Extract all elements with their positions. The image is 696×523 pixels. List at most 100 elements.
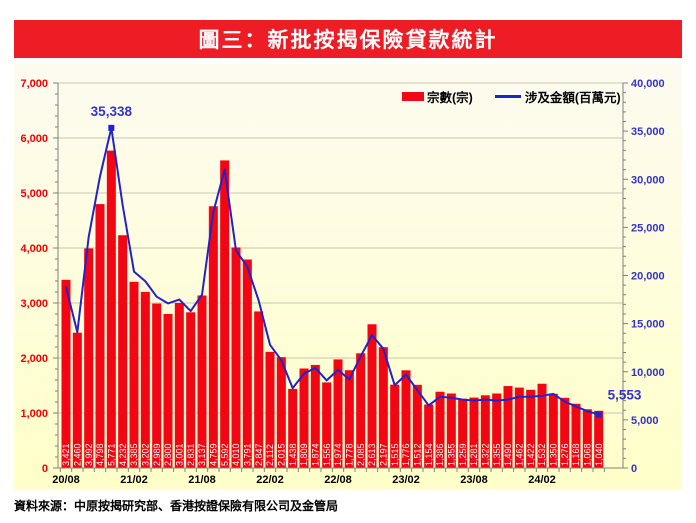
bar-value-label: 5,592 — [220, 443, 230, 466]
right-axis: 0 5,000 10,000 15,000 20,000 25,000 30,000 35,0… — [623, 78, 665, 475]
bar-23/07 — [458, 398, 468, 468]
bar-22/07 — [322, 382, 332, 468]
bar-value-label: 1,490 — [503, 443, 513, 466]
bar-value-label: 1,350 — [549, 443, 559, 466]
bar-21/07 — [186, 312, 196, 468]
bar-value-label: 4,010 — [231, 443, 241, 466]
bar-23/05 — [435, 391, 445, 468]
bar-24/03 — [548, 393, 558, 468]
bar-23/09 — [480, 395, 490, 468]
bar-value-label: 3,421 — [61, 443, 71, 466]
bar-value-label: 1,154 — [424, 443, 434, 466]
bar-22/11 — [367, 324, 377, 468]
bar-value-label: 1,778 — [345, 443, 355, 466]
bar-value-label: 2,613 — [367, 443, 377, 466]
bar-24/01 — [526, 389, 536, 468]
chart-title-bar: 圖三：新批按揭保險貸款統計 — [14, 20, 682, 58]
gridlines — [58, 82, 623, 414]
bar-value-label: 3,992 — [84, 443, 94, 466]
x-axis-label-20/08: 20/08 — [52, 474, 80, 486]
bar-20/11 — [95, 204, 105, 469]
bar-23/06 — [446, 393, 456, 468]
bar-value-label: 1,355 — [447, 443, 457, 466]
left-axis-label: 3,000 — [20, 298, 48, 310]
bar-23/12 — [514, 387, 524, 468]
left-axis: 0 1,000 2,000 3,000 4,000 5,000 6,000 7,000 — [20, 78, 58, 475]
x-axis: 20/08 21/02 21/08 22/02 22/08 23/02 23/08 24/02 — [52, 468, 605, 486]
bar-value-label: 1,040 — [594, 443, 604, 466]
annotation-35,338: 35,338 — [91, 104, 133, 119]
bar-24/07 — [594, 410, 604, 468]
bar-23/03 — [412, 384, 422, 468]
bar-value-label: 1,776 — [401, 443, 411, 466]
bar-value-label: 1,386 — [435, 443, 445, 466]
left-axis-label: 1,000 — [20, 408, 48, 420]
x-axis-label-21/08: 21/08 — [188, 474, 216, 486]
bar-value-label: 2,460 — [73, 443, 83, 466]
bar-20/09 — [72, 332, 82, 468]
bar-value-label: 4,798 — [95, 443, 105, 466]
bar-value-label: 1,556 — [322, 443, 332, 466]
chart-canvas: 3,421 2,460 3,992 4,798 5,771 4,232 3,385 3,202… — [20, 78, 665, 486]
bar-21/08 — [197, 295, 207, 468]
bar-series: 3,421 2,460 3,992 4,798 5,771 4,232 3,385 3,202… — [61, 150, 604, 469]
bar-22/09 — [344, 370, 354, 468]
left-axis-label: 7,000 — [20, 78, 48, 90]
bar-22/04 — [288, 388, 298, 468]
bar-value-label: 1,422 — [526, 443, 536, 466]
bar-value-label: 1,068 — [583, 443, 593, 466]
bar-23/02 — [401, 370, 411, 468]
bar-21/01 — [118, 235, 128, 468]
bar-22/03 — [276, 357, 286, 468]
bar-value-label: 1,515 — [390, 443, 400, 466]
bar-21/02 — [129, 281, 139, 468]
x-axis-label-22/08: 22/08 — [324, 474, 352, 486]
right-axis-label: 15,000 — [631, 319, 665, 331]
bar-24/06 — [582, 409, 592, 468]
bar-21/12 — [242, 259, 252, 468]
bar-value-label: 3,137 — [197, 443, 207, 466]
right-axis-label: 20,000 — [631, 271, 665, 283]
bar-21/09 — [208, 206, 218, 468]
bar-21/03 — [140, 291, 150, 468]
bar-20/10 — [84, 248, 94, 468]
x-axis-label-22/02: 22/02 — [256, 474, 284, 486]
bar-20/08 — [61, 279, 71, 468]
x-axis-label-23/02: 23/02 — [392, 474, 420, 486]
bar-value-label: 2,831 — [186, 443, 196, 466]
bar-21/11 — [231, 247, 241, 468]
bar-value-label: 2,085 — [356, 443, 366, 466]
bar-22/10 — [356, 353, 366, 468]
bar-value-label: 1,512 — [413, 443, 423, 466]
bar-value-label: 2,989 — [152, 443, 162, 466]
bar-value-label: 1,532 — [537, 443, 547, 466]
bar-21/06 — [174, 302, 184, 468]
left-axis-label: 4,000 — [20, 243, 48, 255]
bar-value-label: 1,462 — [515, 443, 525, 466]
bar-value-label: 2,847 — [254, 443, 264, 466]
bar-value-label: 5,771 — [107, 443, 117, 466]
x-axis-label-21/02: 21/02 — [120, 474, 148, 486]
bar-value-label: 1,168 — [571, 443, 581, 466]
right-axis-label: 25,000 — [631, 222, 665, 234]
bar-22/06 — [310, 364, 320, 468]
bar-value-label: 4,232 — [118, 443, 128, 466]
bar-value-label: 1,874 — [311, 443, 321, 466]
annotation-5,553: 5,553 — [608, 388, 642, 403]
bar-value-label: 3,385 — [129, 443, 139, 466]
right-axis-label: 0 — [631, 463, 637, 475]
bar-series-swatch-icon — [402, 91, 424, 101]
bar-value-label: 2,015 — [277, 443, 287, 466]
right-axis-label: 30,000 — [631, 174, 665, 186]
bar-value-label: 2,800 — [163, 443, 173, 466]
legend-bar-label: 宗數(宗) — [427, 90, 473, 105]
bar-23/11 — [503, 386, 513, 468]
right-axis-label: 5,000 — [631, 415, 659, 427]
x-axis-label-24/02: 24/02 — [528, 474, 556, 486]
bar-22/01 — [254, 311, 264, 468]
bar-value-label: 1,276 — [560, 443, 570, 466]
line-series-swatch-icon — [494, 94, 521, 98]
bar-value-label: 1,322 — [481, 443, 491, 466]
right-axis-label: 40,000 — [631, 78, 665, 90]
